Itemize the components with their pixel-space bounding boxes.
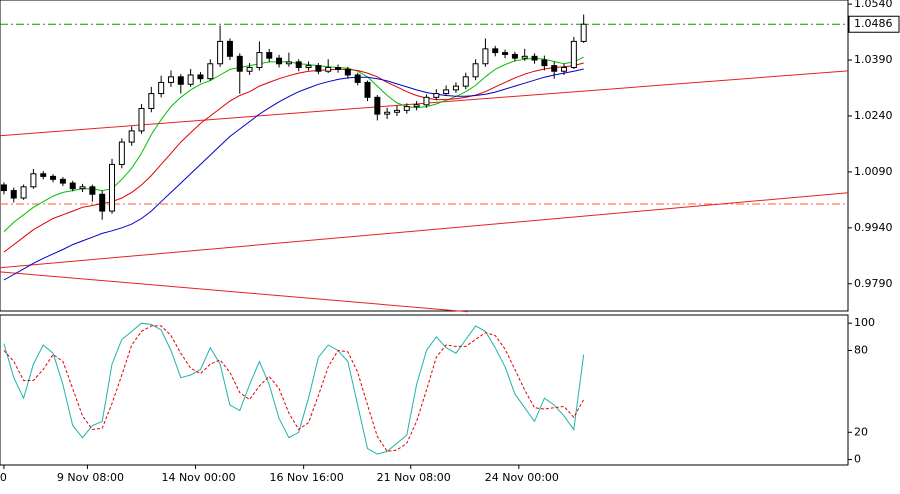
candle-body <box>541 59 548 67</box>
candle-body <box>295 61 302 68</box>
candle-body <box>89 186 96 195</box>
x-tick-label: 00 <box>0 471 7 484</box>
candle-body <box>354 74 361 83</box>
candle-body <box>561 66 568 72</box>
price-label: 1.0486 <box>854 17 893 30</box>
y-tick-label: 1.0240 <box>854 109 893 122</box>
candle-body <box>187 74 194 85</box>
y-tick-label: 1.0390 <box>854 53 893 66</box>
candle-body <box>472 63 479 78</box>
candle-body <box>69 182 76 190</box>
candle-body <box>580 23 587 42</box>
candle-body <box>207 63 214 80</box>
candle-body <box>492 48 499 54</box>
candle-body <box>167 76 174 83</box>
x-tick-label: 24 Nov 00:00 <box>485 471 559 484</box>
candle-body <box>197 74 204 80</box>
candle-body <box>325 66 332 72</box>
candle-body <box>50 175 57 180</box>
candle-body <box>158 81 165 95</box>
candle-body <box>511 53 518 59</box>
candle-body <box>482 48 489 65</box>
x-tick-label: 16 Nov 16:00 <box>270 471 344 484</box>
candle-body <box>59 178 66 184</box>
candle-body <box>570 40 577 68</box>
candle-body <box>521 55 528 59</box>
candle-body <box>99 193 106 212</box>
candle-body <box>177 76 184 85</box>
candle-body <box>79 186 86 190</box>
candle-body <box>374 96 381 115</box>
candle-body <box>266 52 273 59</box>
x-tick-label: 9 Nov 08:00 <box>57 471 124 484</box>
price-label-box <box>848 15 900 33</box>
candle-body <box>256 52 263 68</box>
candle-body <box>276 57 283 65</box>
indicator-line <box>3 325 585 452</box>
candle-body <box>0 184 7 192</box>
y-tick-label: 1.0090 <box>854 165 893 178</box>
y-tick-label: 0.9940 <box>854 221 893 234</box>
candle-body <box>335 66 342 70</box>
y-tick-label: 1.0540 <box>854 0 893 10</box>
candle-body <box>217 40 224 65</box>
candle-body <box>30 173 37 188</box>
candle-body <box>315 65 322 72</box>
candle-body <box>393 109 400 113</box>
candle-body <box>148 93 155 110</box>
candle-body <box>443 89 450 95</box>
y-tick-label: 0 <box>854 453 861 466</box>
candle-body <box>226 40 233 57</box>
candle-body <box>109 163 116 212</box>
candle-body <box>413 104 420 108</box>
candle-body <box>551 65 558 72</box>
candle-body <box>462 76 469 87</box>
candle-body <box>344 68 351 76</box>
candle-body <box>20 186 27 199</box>
candle-body <box>433 93 440 98</box>
candle-body <box>364 81 371 98</box>
y-tick-label: 80 <box>854 343 868 356</box>
indicator-line <box>3 68 584 281</box>
stochastic-panel <box>0 314 849 466</box>
candle-body <box>246 66 253 72</box>
indicator-line <box>3 322 585 455</box>
x-tick-label: 14 Nov 00:00 <box>161 471 235 484</box>
y-tick-label: 0.9790 <box>854 277 893 290</box>
y-tick-label: 20 <box>854 425 868 438</box>
indicator-line <box>3 56 584 232</box>
trendline <box>0 271 468 313</box>
candle-body <box>403 106 410 111</box>
candle-body <box>10 190 17 199</box>
candle-body <box>285 61 292 65</box>
y-tick-label: 100 <box>854 316 875 329</box>
x-tick-label: 21 Nov 08:00 <box>377 471 451 484</box>
candle-body <box>128 130 135 143</box>
candle-body <box>452 85 459 91</box>
candle-body <box>502 52 509 55</box>
candle-body <box>305 65 312 68</box>
candle-body <box>118 141 125 165</box>
candle-body <box>138 108 145 132</box>
candle-body <box>423 96 430 106</box>
candle-body <box>531 55 538 61</box>
trendline <box>0 192 849 269</box>
candle-body <box>384 111 391 115</box>
main-panel <box>0 0 849 312</box>
candle-body <box>236 55 243 72</box>
candle-body <box>40 173 47 177</box>
